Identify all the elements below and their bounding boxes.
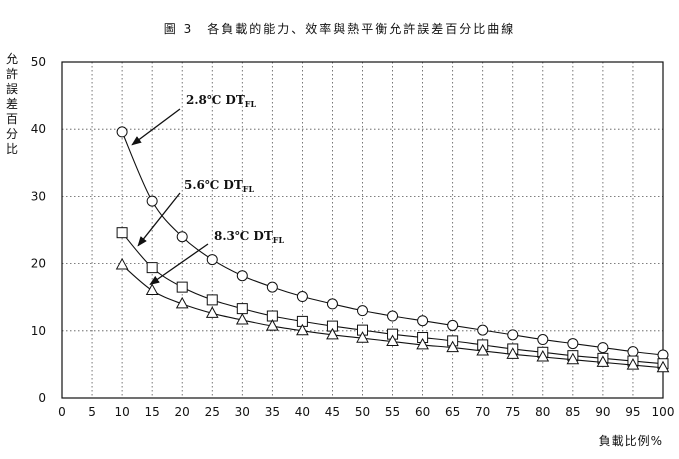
data-point-triangle	[296, 323, 309, 336]
data-point-circle	[266, 281, 278, 293]
x-tick-label: 70	[475, 405, 490, 419]
data-point-circle	[116, 126, 128, 138]
data-point-square	[236, 303, 248, 315]
data-point-triangle	[266, 319, 279, 331]
data-point-circle	[326, 298, 338, 310]
data-point-circle	[387, 310, 399, 322]
data-point-circle	[206, 254, 218, 266]
x-tick-label: 85	[565, 405, 580, 419]
data-point-circle	[507, 329, 519, 341]
annotation-label: 5.6℃ DTFL	[184, 178, 254, 194]
data-point-triangle	[356, 331, 369, 343]
data-point-triangle	[145, 283, 159, 295]
annotation-label: 8.3℃ DTFL	[214, 229, 284, 245]
data-point-circle	[417, 315, 429, 327]
data-point-triangle	[596, 355, 610, 367]
plot-frame	[61, 61, 664, 399]
x-tick-label: 35	[265, 405, 280, 419]
data-point-circle	[627, 346, 639, 358]
x-tick-label: 10	[114, 405, 129, 419]
y-tick-label: 40	[31, 122, 46, 136]
x-tick-label: 50	[355, 405, 370, 419]
data-point-triangle	[416, 337, 429, 350]
y-tick-label: 20	[31, 257, 46, 271]
x-axis-label: 負載比例%	[598, 434, 663, 448]
x-tick-label: 75	[505, 405, 520, 419]
data-point-triangle	[656, 360, 670, 373]
data-point-circle	[176, 231, 188, 243]
x-tick-label: 55	[385, 405, 400, 419]
chart-title: 圖 3 各負載的能力、效率與熱平衡允許誤差百分比曲線	[163, 22, 516, 36]
data-point-circle	[296, 291, 308, 303]
data-point-triangle	[446, 340, 459, 353]
data-point-circle	[357, 305, 368, 317]
annotation-label: 2.8℃ DTFL	[186, 93, 256, 109]
data-point-triangle	[235, 313, 249, 325]
x-tick-label: 0	[58, 405, 66, 419]
data-point-square	[146, 262, 158, 274]
data-point-circle	[447, 319, 459, 331]
x-tick-label: 15	[145, 405, 160, 419]
x-tick-label: 25	[205, 405, 220, 419]
data-point-triangle	[115, 257, 129, 270]
annotation-arrow	[137, 192, 181, 247]
x-tick-label: 20	[175, 405, 190, 419]
y-tick-label: 0	[38, 391, 46, 405]
data-point-triangle	[175, 296, 189, 309]
data-point-triangle	[386, 334, 399, 347]
data-point-triangle	[476, 343, 490, 356]
x-tick-label: 30	[235, 405, 250, 419]
data-point-circle	[567, 338, 579, 350]
data-point-square	[116, 227, 128, 239]
annotation-arrow	[149, 243, 209, 285]
y-axis-label: 允許誤差百分比	[5, 52, 18, 156]
data-point-triangle	[205, 306, 219, 318]
data-point-circle	[597, 342, 609, 354]
x-tick-label: 95	[625, 405, 640, 419]
x-tick-label: 60	[415, 405, 430, 419]
data-point-circle	[537, 334, 549, 346]
y-tick-label: 10	[31, 324, 46, 338]
data-point-triangle	[626, 358, 640, 370]
data-point-triangle	[566, 352, 580, 365]
x-tick-label: 100	[652, 405, 675, 419]
x-tick-label: 80	[535, 405, 550, 419]
x-tick-label: 90	[595, 405, 610, 419]
x-tick-label: 40	[295, 405, 310, 419]
data-point-circle	[477, 324, 489, 336]
data-point-square	[176, 281, 188, 293]
data-point-triangle	[506, 347, 520, 359]
x-tick-label: 65	[445, 405, 460, 419]
y-tick-label: 50	[31, 55, 46, 69]
x-tick-label: 45	[325, 405, 340, 419]
data-point-circle	[236, 270, 248, 282]
x-tick-label: 5	[88, 405, 96, 419]
data-point-square	[206, 294, 218, 306]
data-point-circle	[146, 195, 158, 207]
data-point-triangle	[326, 327, 339, 340]
data-point-triangle	[536, 349, 550, 362]
y-tick-label: 30	[31, 189, 46, 203]
annotation-arrow	[131, 108, 181, 146]
